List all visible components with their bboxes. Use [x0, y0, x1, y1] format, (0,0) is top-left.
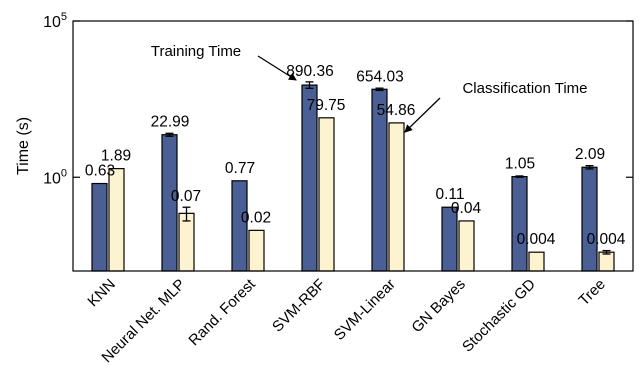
value-label-s2-6: 0.004 — [517, 231, 556, 248]
bar-s1-6 — [511, 175, 528, 272]
value-label-s1-4: 654.03 — [356, 68, 403, 85]
value-label-s2-2: 0.02 — [241, 209, 271, 226]
category-label-3: SVM-RBF — [269, 276, 329, 336]
value-label-s1-3: 890.36 — [286, 63, 333, 80]
value-label-s2-5: 0.04 — [451, 200, 482, 217]
category-label-2: Rand. Forest — [185, 275, 259, 349]
category-label-4: SVM-Linear — [331, 276, 399, 344]
category-label-7: Tree — [575, 276, 608, 309]
annotation-arrow-0 — [257, 55, 297, 81]
category-label-5: GN Bayes — [408, 276, 468, 336]
error-bar-s1-6 — [515, 175, 524, 178]
bar-s2-2 — [248, 229, 265, 272]
value-label-s1-0: 0.63 — [85, 163, 115, 180]
bar-s2-0 — [108, 168, 125, 272]
value-label-s1-5: 0.11 — [435, 186, 464, 203]
value-label-s1-6: 1.05 — [505, 156, 535, 173]
y-tick-exponent: 5 — [61, 11, 67, 23]
bar-s2-3 — [318, 117, 335, 272]
y-tick-exponent: 0 — [61, 167, 67, 179]
error-bar-s1-4 — [375, 87, 384, 92]
error-bar-s1-7 — [585, 165, 594, 170]
error-bar-s1-3 — [305, 81, 314, 89]
value-label-s2-4: 54.86 — [377, 102, 416, 119]
bar-s2-4 — [388, 122, 405, 272]
annotation-0: Training Time — [151, 43, 241, 60]
bar-s2-1 — [178, 212, 195, 272]
y-axis-label: Time (s) — [15, 117, 32, 175]
plot-frame — [72, 20, 634, 272]
error-bar-s1-1 — [165, 132, 174, 137]
y-tick-label-1: 105 — [43, 11, 67, 31]
y-tick-base: 10 — [43, 170, 61, 187]
bar-s2-7 — [598, 251, 615, 272]
value-label-s2-3: 79.75 — [307, 97, 346, 114]
y-tick-label-0: 100 — [43, 167, 67, 187]
error-bar-s2-1 — [182, 206, 191, 222]
category-label-0: KNN — [84, 276, 118, 310]
value-labels-layer: 0.63 22.99 0.77 890.36 654.03 0.11 1.05 2.09 1.8… — [85, 63, 626, 248]
value-label-s2-1: 0.07 — [171, 188, 201, 205]
annotation-1: Classification Time — [462, 80, 587, 97]
error-bar-s2-7 — [602, 249, 611, 255]
value-label-s1-7: 2.09 — [575, 146, 605, 163]
value-label-s1-1: 22.99 — [151, 114, 190, 131]
error-bars-layer — [165, 81, 611, 255]
bar-s1-0 — [91, 182, 108, 272]
value-label-s1-2: 0.77 — [225, 160, 255, 177]
annotations-layer: Training Time Classification Time — [151, 43, 588, 133]
y-tick-base: 10 — [43, 14, 61, 31]
bar-s1-7 — [581, 166, 598, 272]
annotation-arrow-1 — [404, 97, 441, 133]
bar-s2-6 — [528, 251, 545, 272]
value-label-s2-0: 1.89 — [101, 148, 131, 165]
value-label-s2-7: 0.004 — [587, 231, 626, 248]
category-label-6: Stochastic GD — [459, 276, 539, 356]
bar-s2-5 — [458, 220, 475, 272]
